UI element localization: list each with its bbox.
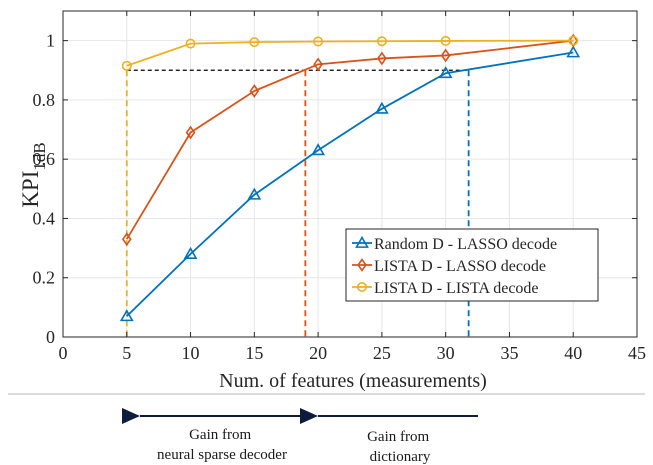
x-tick-label: 5 xyxy=(122,343,131,363)
y-axis-label-subscript: 1dB xyxy=(30,142,49,170)
dictionary-gain-label-line1: Gain from xyxy=(367,429,429,445)
decoder-gain-label-line1: Gain from xyxy=(189,427,251,443)
x-axis-label: Num. of features (measurements) xyxy=(219,370,487,392)
x-tick-label: 20 xyxy=(309,343,327,363)
data-point xyxy=(356,281,367,292)
y-axis-label: KPI1dB xyxy=(18,142,49,207)
y-axis-ticks: 0 0.2 0.4 0.6 0.8 1 xyxy=(33,31,637,347)
y-tick-label: 0.2 xyxy=(33,268,56,288)
series-group xyxy=(121,33,579,247)
data-point xyxy=(183,246,198,259)
data-point xyxy=(376,36,387,47)
legend-box xyxy=(345,228,599,302)
x-tick-label: 15 xyxy=(245,343,263,363)
x-tick-label: 45 xyxy=(628,343,646,363)
decoder-gain-label-line2: neural sparse decoder xyxy=(157,447,287,463)
series-line xyxy=(126,39,574,67)
series-line xyxy=(126,39,574,240)
data-point xyxy=(440,35,451,46)
data-point xyxy=(377,51,387,66)
data-point xyxy=(313,57,323,72)
y-tick-label: 0.4 xyxy=(33,208,56,228)
x-tick-label: 10 xyxy=(182,343,200,363)
data-point xyxy=(355,235,369,248)
y-tick-label: 0.8 xyxy=(33,90,56,110)
x-tick-label: 0 xyxy=(59,343,68,363)
data-point xyxy=(438,66,453,79)
y-tick-label: 0.6 xyxy=(33,149,56,169)
x-tick-label: 25 xyxy=(373,343,391,363)
series-line xyxy=(126,51,574,317)
data-point xyxy=(440,48,451,63)
y-tick-label: 0 xyxy=(46,327,55,347)
legend-label: Random D - LASSO decode xyxy=(374,236,557,253)
svg-text:KPI1dB: KPI1dB xyxy=(18,142,49,207)
x-tick-label: 30 xyxy=(437,343,455,363)
x-tick-label: 35 xyxy=(500,343,518,363)
series-group xyxy=(121,35,579,71)
legend-label: LISTA D - LASSO decode xyxy=(374,258,546,275)
y-tick-label: 1 xyxy=(46,31,55,51)
plot-frame xyxy=(62,10,638,338)
data-point xyxy=(121,60,132,71)
series-group xyxy=(119,45,581,322)
data-point xyxy=(249,37,260,48)
data-point xyxy=(357,258,367,272)
legend: Random D - LASSO decode LISTA D - LASSO d… xyxy=(345,228,599,302)
data-point xyxy=(375,101,389,114)
data-point xyxy=(566,45,581,58)
data-point xyxy=(313,36,324,47)
series-layer xyxy=(119,33,581,322)
dictionary-gain-label: Gain from dictionary xyxy=(367,429,433,465)
data-point xyxy=(185,125,196,140)
data-point xyxy=(568,35,579,46)
x-axis-ticks: 0 5 10 15 20 25 30 35 40 45 xyxy=(59,11,646,363)
data-point xyxy=(185,38,196,49)
x-tick-label: 40 xyxy=(564,343,582,363)
data-point xyxy=(568,33,579,48)
y-axis-label-main: KPI xyxy=(18,171,43,208)
dictionary-gain-label-line2: dictionary xyxy=(370,449,431,465)
data-point xyxy=(247,187,262,200)
data-point xyxy=(119,309,134,322)
data-point xyxy=(311,143,325,156)
decoder-gain-label: Gain from neural sparse decoder xyxy=(157,427,287,463)
data-point xyxy=(249,84,260,98)
legend-label: LISTA D - LISTA decode xyxy=(374,280,539,297)
data-point xyxy=(121,232,132,247)
